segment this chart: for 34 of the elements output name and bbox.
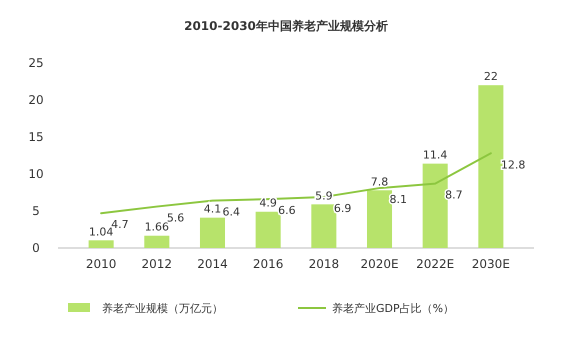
chart-title: 2010-2030年中国养老产业规模分析 [184,19,388,33]
data-label: 6.6 [278,204,296,218]
data-label: 4.9 [259,196,277,210]
data-label: 1.66 [144,220,170,234]
data-label: 5.6 [166,212,184,225]
bar [200,218,226,248]
y-tick-label: 20 [28,93,44,107]
legend-label: 养老产业规模（万亿元） [102,302,223,315]
x-tick-label: 2030E [472,257,510,271]
x-tick-label: 2014 [197,257,228,271]
line-series [100,152,492,214]
data-label: 6.4 [222,206,240,219]
y-tick-label: 25 [28,56,44,70]
bar [144,236,170,248]
x-tick-label: 2022E [416,257,454,271]
legend-label: 养老产业GDP占比（%） [332,302,454,315]
bar [478,85,504,248]
y-tick-label: 0 [32,241,40,255]
data-label: 4.1 [204,202,222,216]
data-label: 1.04 [88,225,114,238]
x-tick-label: 2018 [308,257,340,271]
x-tick-label: 2016 [252,257,284,271]
data-label: 11.4 [422,148,448,162]
x-tick-label: 2010 [86,257,116,271]
data-label: 4.7 [111,218,129,232]
data-label: 7.8 [370,175,388,188]
x-tick-label: 2020E [360,257,399,271]
bar [311,204,336,248]
x-tick-label: 2012 [142,257,172,271]
y-tick-label: 5 [32,204,40,218]
y-tick-label: 10 [28,167,44,181]
bar [88,240,114,248]
data-label: 22 [484,70,498,84]
y-tick-label: 15 [28,130,44,144]
